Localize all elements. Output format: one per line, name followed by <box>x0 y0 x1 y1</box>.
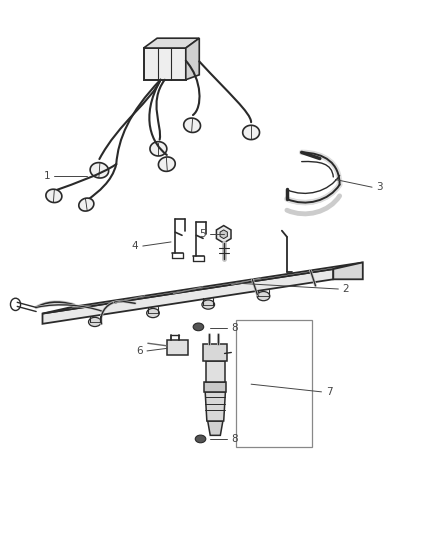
Polygon shape <box>143 48 185 80</box>
Text: 8: 8 <box>230 434 237 444</box>
Text: 6: 6 <box>136 346 142 356</box>
Text: 5: 5 <box>199 229 205 239</box>
Polygon shape <box>203 344 226 361</box>
Ellipse shape <box>257 292 269 301</box>
Text: 2: 2 <box>342 284 349 294</box>
Polygon shape <box>204 382 226 392</box>
Polygon shape <box>79 198 94 211</box>
Polygon shape <box>183 118 200 133</box>
Text: 7: 7 <box>325 387 332 397</box>
Ellipse shape <box>88 317 101 327</box>
Ellipse shape <box>193 323 203 330</box>
Text: 4: 4 <box>131 241 138 251</box>
Text: 3: 3 <box>375 182 382 192</box>
Ellipse shape <box>195 435 205 443</box>
Polygon shape <box>205 392 225 421</box>
Ellipse shape <box>201 300 214 309</box>
Polygon shape <box>216 225 230 243</box>
Ellipse shape <box>146 309 159 318</box>
Polygon shape <box>207 421 223 435</box>
Text: 1: 1 <box>43 171 50 181</box>
Polygon shape <box>42 269 332 324</box>
Polygon shape <box>185 38 199 80</box>
Polygon shape <box>46 189 62 203</box>
Polygon shape <box>219 230 227 239</box>
Polygon shape <box>205 361 224 382</box>
Polygon shape <box>42 262 362 313</box>
Polygon shape <box>332 262 362 279</box>
Polygon shape <box>158 157 175 171</box>
Polygon shape <box>150 142 166 156</box>
Polygon shape <box>166 340 187 355</box>
Polygon shape <box>242 125 259 140</box>
Text: 8: 8 <box>230 323 237 333</box>
Polygon shape <box>90 163 108 178</box>
Polygon shape <box>143 38 199 48</box>
